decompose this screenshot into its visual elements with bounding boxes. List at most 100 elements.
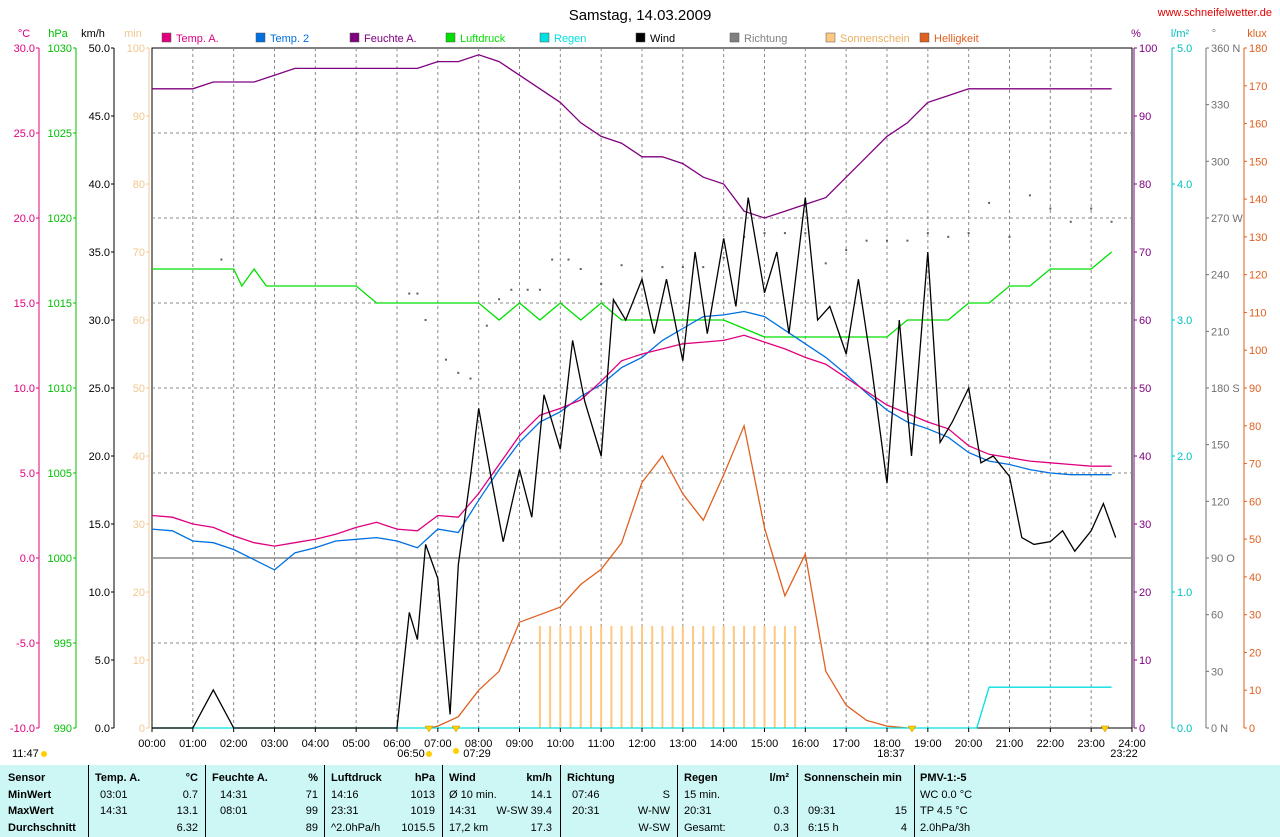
dir-axis-tick-label: 330: [1211, 100, 1229, 112]
helligkeit-line: [429, 423, 908, 729]
x-tick-label: 14:00: [710, 738, 738, 750]
direction-point: [1008, 235, 1011, 238]
dir-axis-tick-label: 150: [1211, 440, 1229, 452]
right-axes: 01020304050607080901000.01.02.03.04.05.0…: [1133, 43, 1267, 735]
sun-event-left: 11:47: [12, 748, 39, 760]
stat-header-rain: Regen: [684, 772, 718, 784]
legend-label: Helligkeit: [934, 33, 979, 45]
sun-axis-tick-label: 90: [133, 111, 145, 123]
direction-point: [498, 298, 501, 301]
statistics-panel: Sensor Temp. A. °C Feuchte A.% Luftdruck hPa W…: [0, 765, 1280, 837]
unit-rain: l/m²: [1171, 28, 1190, 40]
unit-temp: °C: [18, 28, 30, 40]
stat-temp-value: 0.7: [182, 789, 198, 801]
stat-hum-value: 71: [305, 789, 318, 801]
x-tick-label: 04:00: [302, 738, 330, 750]
stat-header-wind-unit: km/h: [526, 772, 552, 784]
stat-rain-value: 0.3: [773, 822, 789, 834]
stat-row-label: MaxWert: [8, 805, 54, 817]
lux-axis-tick-label: 160: [1249, 119, 1267, 131]
hum-axis-tick-label: 40: [1139, 451, 1151, 463]
sun-axis-tick-label: 30: [133, 519, 145, 531]
dir-axis-tick-label: 270 W: [1211, 213, 1243, 225]
hum-axis-tick-label: 100: [1139, 43, 1157, 55]
stat-wind-dir: W-SW: [496, 805, 528, 817]
sun-marker-icon: [451, 725, 461, 733]
temp-axis-tick-label: 0.0: [20, 553, 35, 565]
press-axis-tick-label: 1000: [48, 553, 72, 565]
direction-point: [1049, 207, 1052, 210]
stat-dir-value: W-SW: [638, 822, 670, 834]
stat-row-label: MinWert: [8, 789, 52, 801]
stat-header-press: Luftdruck: [331, 772, 382, 784]
stat-wind-value: 14.1: [530, 789, 552, 801]
legend-swatch: [539, 32, 550, 43]
lux-axis-tick-label: 20: [1249, 647, 1261, 659]
stat-sun-time: 09:31: [808, 805, 836, 817]
legend: Temp. A. Temp. 2 Feuchte A. Luftdruck Regen W…: [18, 28, 1267, 45]
direction-point: [1110, 220, 1113, 223]
stat-wind-time: Ø 10 min.: [449, 789, 497, 801]
stat-temp-value: 6.32: [176, 822, 198, 834]
lux-axis-tick-label: 30: [1249, 610, 1261, 622]
stat-dir-time: 20:31: [572, 805, 600, 817]
stat-press-value: 1013: [410, 789, 435, 801]
stat-press-value: 1015.5: [401, 822, 435, 834]
stat-header-sensor: Sensor: [8, 772, 46, 784]
lux-axis-tick-label: 110: [1249, 307, 1267, 319]
direction-point: [886, 239, 888, 242]
x-tick-label: 22:00: [1037, 738, 1065, 750]
wind-axis-tick-label: 15.0: [89, 519, 110, 531]
regen-line: [152, 686, 1112, 729]
dir-axis-tick-label: 0 N: [1211, 723, 1228, 735]
hum-axis-tick-label: 0: [1139, 723, 1145, 735]
stat-sun-time: 6:15 h: [808, 822, 839, 834]
stat-divider: [88, 765, 89, 837]
sunrise-label: 06:50: [397, 748, 425, 760]
lux-axis-tick-label: 90: [1249, 383, 1261, 395]
moon-label: 23:22: [1110, 748, 1138, 760]
sunset-label: 18:37: [877, 748, 905, 760]
direction-point: [469, 377, 472, 380]
hum-axis-tick-label: 50: [1139, 383, 1151, 395]
lux-axis-tick-label: 100: [1249, 345, 1267, 357]
direction-point: [416, 292, 419, 295]
hum-axis-tick-label: 60: [1139, 315, 1151, 327]
stat-header-press-unit: hPa: [414, 772, 435, 784]
sun-axis-tick-label: 60: [133, 315, 145, 327]
direction-point: [567, 258, 570, 261]
website-link[interactable]: www.schneifelwetter.de: [1157, 7, 1272, 19]
dir-axis-tick-label: 90 O: [1211, 553, 1235, 565]
press-axis-tick-label: 1030: [48, 43, 72, 55]
direction-point: [526, 288, 529, 291]
press-axis-tick-label: 1015: [48, 298, 72, 310]
lux-axis-tick-label: 180: [1249, 43, 1267, 55]
x-tick-label: 08:00: [465, 738, 493, 750]
sun-marker-icon: [907, 725, 917, 733]
weather-chart: Samstag, 14.03.2009 www.schneifelwetter.…: [10, 7, 1272, 760]
direction-point: [722, 256, 725, 259]
dir-axis-tick-label: 240: [1211, 270, 1229, 282]
x-tick-label: 12:00: [628, 738, 656, 750]
temp-axis-tick-label: 20.0: [14, 213, 35, 225]
hum-axis-tick-label: 70: [1139, 247, 1151, 259]
chart-title: Samstag, 14.03.2009: [569, 7, 712, 24]
hum-axis-tick-label: 90: [1139, 111, 1151, 123]
direction-point: [220, 258, 223, 261]
stat-hum-time: 08:01: [220, 805, 248, 817]
legend-label: Temp. A.: [176, 33, 219, 45]
unit-press: hPa: [48, 28, 68, 40]
legend-swatch: [825, 32, 836, 43]
rain-axis-tick-label: 2.0: [1177, 451, 1192, 463]
legend-swatch: [161, 32, 172, 43]
direction-point: [661, 266, 664, 269]
legend-label: Regen: [554, 33, 586, 45]
sun-marker-icon: [424, 725, 434, 733]
x-tick-label: 10:00: [547, 738, 575, 750]
sun-marker-icon: [1100, 725, 1110, 733]
wind-axis-tick-label: 25.0: [89, 383, 110, 395]
stat-hum-time: 14:31: [220, 789, 248, 801]
x-tick-label: 09:00: [506, 738, 534, 750]
x-tick-label: 02:00: [220, 738, 248, 750]
sun-icon: [453, 748, 459, 754]
